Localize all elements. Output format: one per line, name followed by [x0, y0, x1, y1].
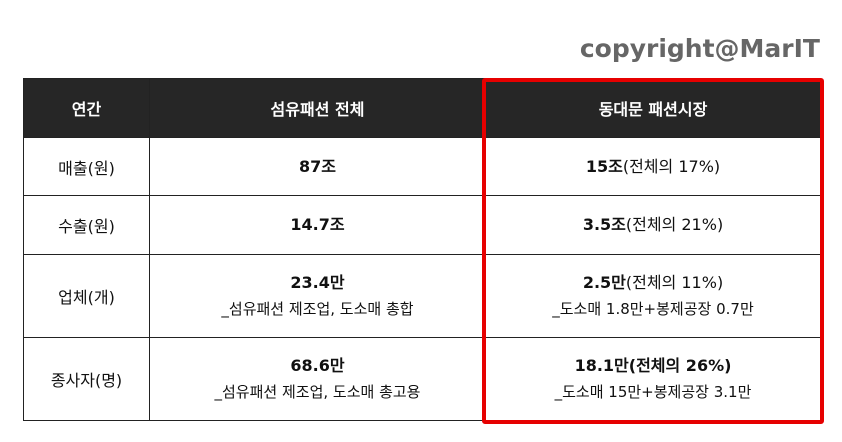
row-label: 매출(원) [23, 137, 150, 196]
table-row-sales: 매출(원) 87조 15조(전체의 17%) [23, 137, 821, 196]
dongdaemun-subnote: _도소매 1.8만+봉제공장 0.7만 [552, 300, 754, 318]
total-cell: 68.6만 _섬유패션 제조업, 도소매 총고용 [149, 337, 486, 421]
total-cell: 14.7조 [149, 195, 486, 255]
dongdaemun-value: 18.1만 [574, 356, 629, 375]
total-value: 68.6만 [290, 356, 345, 375]
table-row-companies: 업체(개) 23.4만 _섬유패션 제조업, 도소매 총합 2.5만(전체의 1… [23, 254, 821, 338]
fashion-market-table: 연간 섬유패션 전체 동대문 패션시장 매출(원) 87조 15조(전체의 17… [23, 78, 821, 421]
dongdaemun-share: (전체의 17%) [622, 156, 721, 176]
total-value: 23.4만 [290, 273, 345, 292]
dongdaemun-value: 15조 [585, 156, 623, 176]
row-label: 수출(원) [23, 195, 150, 255]
table-row-exports: 수출(원) 14.7조 3.5조(전체의 21%) [23, 195, 821, 255]
dongdaemun-share: (전체의 21%) [625, 215, 724, 234]
header-row: 연간 섬유패션 전체 동대문 패션시장 [23, 78, 821, 138]
total-value: 14.7조 [290, 215, 345, 234]
total-cell: 23.4만 _섬유패션 제조업, 도소매 총합 [149, 254, 486, 338]
row-label: 업체(개) [23, 254, 150, 338]
dongdaemun-cell: 18.1만(전체의 26%) _도소매 15만+봉제공장 3.1만 [485, 337, 821, 421]
dongdaemun-subnote: _도소매 15만+봉제공장 3.1만 [554, 383, 752, 401]
dongdaemun-value: 3.5조 [582, 215, 626, 234]
row-label: 종사자(명) [23, 337, 150, 421]
total-cell: 87조 [149, 137, 486, 196]
dongdaemun-share: (전체의 11%) [625, 273, 724, 292]
header-textile-fashion-total: 섬유패션 전체 [149, 78, 486, 138]
header-year: 연간 [23, 78, 150, 138]
header-dongdaemun-market: 동대문 패션시장 [485, 78, 821, 138]
dongdaemun-cell: 2.5만(전체의 11%) _도소매 1.8만+봉제공장 0.7만 [485, 254, 821, 338]
dongdaemun-value: 2.5만 [582, 273, 626, 292]
copyright-watermark: copyright@MarIT [579, 34, 820, 63]
total-subnote: _섬유패션 제조업, 도소매 총고용 [214, 383, 421, 401]
dongdaemun-cell: 15조(전체의 17%) [485, 137, 821, 196]
dongdaemun-share: (전체의 26%) [628, 356, 732, 375]
total-subnote: _섬유패션 제조업, 도소매 총합 [221, 300, 414, 318]
dongdaemun-cell: 3.5조(전체의 21%) [485, 195, 821, 255]
total-value: 87조 [299, 156, 336, 176]
table-row-employees: 종사자(명) 68.6만 _섬유패션 제조업, 도소매 총고용 18.1만(전체… [23, 337, 821, 421]
